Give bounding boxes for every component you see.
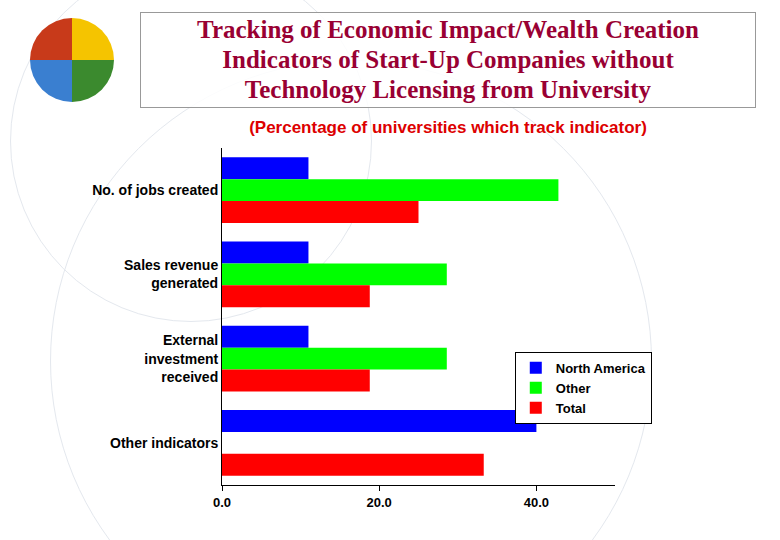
svg-text:Total: Total bbox=[556, 401, 586, 416]
svg-text:Sales revenuegenerated: Sales revenuegenerated bbox=[124, 257, 218, 291]
svg-text:No. of jobs created: No. of jobs created bbox=[92, 182, 218, 198]
svg-text:Other indicators: Other indicators bbox=[110, 435, 218, 451]
svg-text:40.0: 40.0 bbox=[524, 495, 549, 510]
html-text:Tracking of Economic Impact/We: Tracking of Economic Impact/Wealth Creat… bbox=[197, 16, 699, 103]
svg-text:North America: North America bbox=[556, 361, 646, 376]
html-text:(Percentage of universities wh: (Percentage of universities which track … bbox=[249, 118, 647, 137]
svg-text:0.0: 0.0 bbox=[213, 495, 231, 510]
svg-text:Other: Other bbox=[556, 381, 591, 396]
svg-text:Externalinvestmentreceived: Externalinvestmentreceived bbox=[144, 332, 218, 384]
svg-text:20.0: 20.0 bbox=[367, 495, 392, 510]
